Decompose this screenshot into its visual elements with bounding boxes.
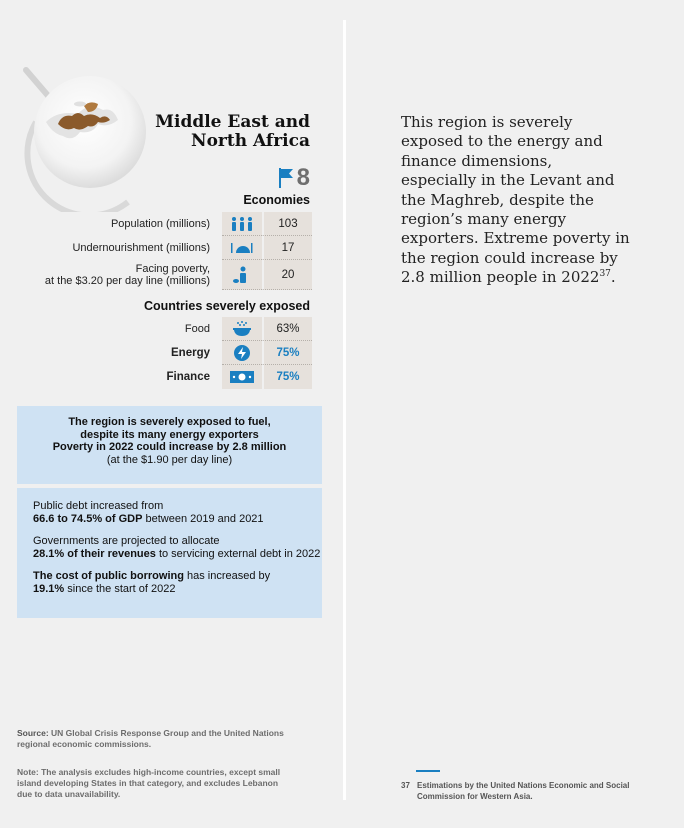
stat-row-population: Population (millions) 103 bbox=[22, 212, 312, 236]
region-title: Middle East and North Africa bbox=[150, 113, 310, 151]
footnote: 37 Estimations by the United Nations Eco… bbox=[401, 781, 641, 802]
stat-value: 20 bbox=[262, 260, 312, 290]
exposed-label: Food bbox=[22, 323, 222, 335]
stat-label: Population (millions) bbox=[22, 218, 222, 230]
exposed-value: 75% bbox=[262, 365, 312, 389]
methodology-note: Note: The analysis excludes high-income … bbox=[17, 767, 287, 800]
economies-count: 8 bbox=[278, 166, 310, 190]
debt-facts-box: Public debt increased from 66.6 to 74.5%… bbox=[17, 488, 322, 618]
debt-fact-3: The cost of public borrowing has increas… bbox=[33, 570, 322, 595]
exposed-heading: Countries severely exposed bbox=[144, 299, 310, 313]
hunger-icon bbox=[230, 241, 254, 255]
footnote-ref[interactable]: 37 bbox=[599, 269, 610, 279]
region-title-line1: Middle East and bbox=[150, 113, 310, 132]
exposed-label: Finance bbox=[22, 371, 222, 383]
column-divider bbox=[343, 20, 346, 800]
exposed-table: Food 63% Energy 75% bbox=[22, 317, 312, 389]
exposed-row-finance: Finance 75% bbox=[22, 365, 312, 389]
people-icon bbox=[230, 216, 254, 232]
stat-value: 17 bbox=[262, 236, 312, 260]
food-bowl-icon bbox=[230, 320, 254, 338]
stat-value: 103 bbox=[262, 212, 312, 236]
banknote-icon bbox=[229, 369, 255, 385]
exposed-row-energy: Energy 75% bbox=[22, 341, 312, 365]
exposed-value: 63% bbox=[262, 317, 312, 341]
globe-icon bbox=[18, 62, 168, 212]
footnote-number: 37 bbox=[401, 781, 417, 802]
flag-icon bbox=[278, 167, 294, 189]
footnote-rule bbox=[416, 770, 440, 772]
stat-row-poverty: Facing poverty, at the $3.20 per day lin… bbox=[22, 260, 312, 290]
economies-number: 8 bbox=[297, 166, 310, 190]
source-note: Source: UN Global Crisis Response Group … bbox=[17, 728, 287, 750]
stats-table: Population (millions) 103 Undernourishme… bbox=[22, 212, 312, 290]
exposed-row-food: Food 63% bbox=[22, 317, 312, 341]
economies-label: Economies bbox=[243, 193, 310, 207]
exposed-value: 75% bbox=[262, 341, 312, 365]
body-paragraph: This region is severely exposed to the e… bbox=[401, 113, 631, 288]
poverty-icon bbox=[232, 266, 252, 284]
stat-label: Facing poverty, at the $3.20 per day lin… bbox=[22, 263, 222, 287]
region-title-line2: North Africa bbox=[150, 132, 310, 151]
footnote-text: Estimations by the United Nations Econom… bbox=[417, 781, 641, 802]
stat-row-undernourishment: Undernourishment (millions) 17 bbox=[22, 236, 312, 260]
fuel-exposure-box: The region is severely exposed to fuel, … bbox=[17, 406, 322, 484]
energy-bolt-icon bbox=[233, 344, 251, 362]
debt-fact-2: Governments are projected to allocate 28… bbox=[33, 535, 322, 560]
debt-fact-1: Public debt increased from 66.6 to 74.5%… bbox=[33, 500, 322, 525]
exposed-label: Energy bbox=[22, 347, 222, 359]
stat-label: Undernourishment (millions) bbox=[22, 242, 222, 254]
